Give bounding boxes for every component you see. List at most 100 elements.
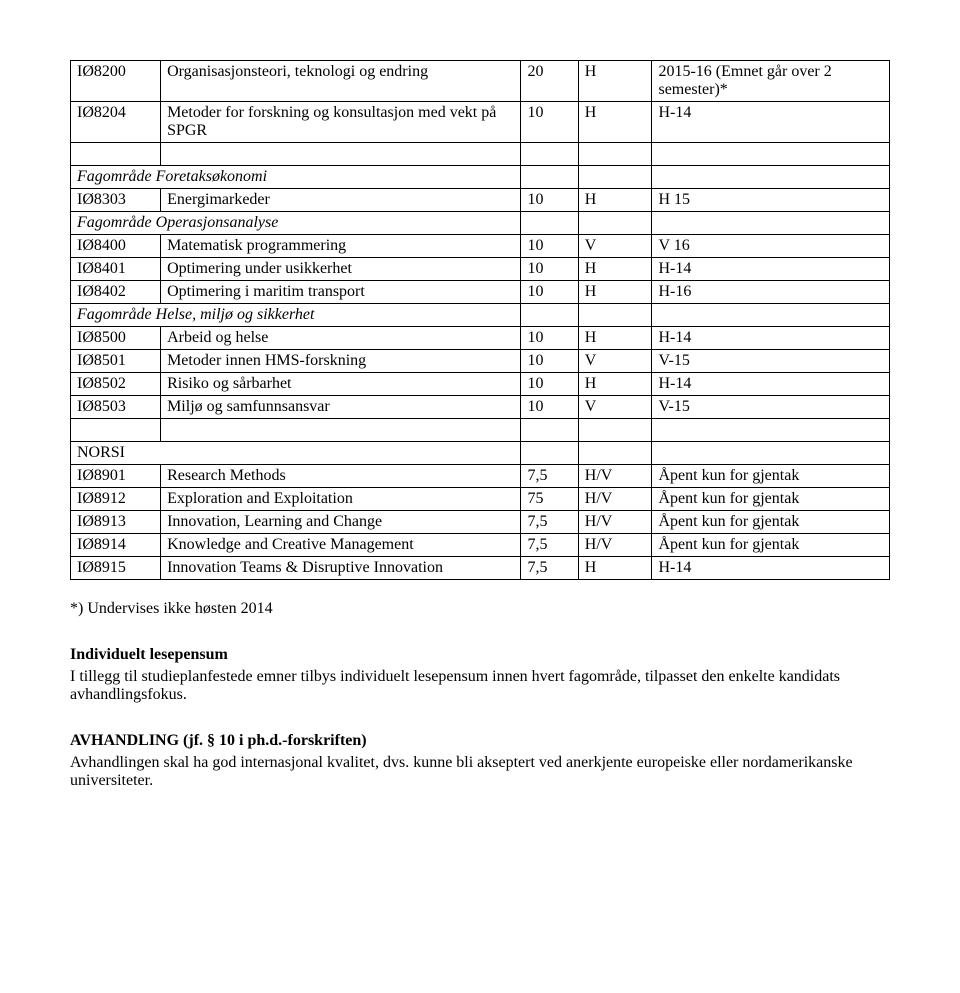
empty-cell — [521, 304, 578, 327]
course-title: Metoder innen HMS-forskning — [161, 350, 521, 373]
table-row: IØ8200Organisasjonsteori, teknologi og e… — [71, 61, 890, 102]
course-note: Åpent kun for gjentak — [652, 488, 890, 511]
course-note: H-14 — [652, 373, 890, 396]
course-title: Metoder for forskning og konsultasjon me… — [161, 102, 521, 143]
empty-cell — [578, 442, 652, 465]
table-row: IØ8914Knowledge and Creative Management7… — [71, 534, 890, 557]
table-row: IØ8500Arbeid og helse10HH-14 — [71, 327, 890, 350]
empty-cell — [521, 419, 578, 442]
course-note: H-14 — [652, 557, 890, 580]
course-note: H-14 — [652, 327, 890, 350]
course-points: 10 — [521, 258, 578, 281]
individual-heading: Individuelt lesepensum — [70, 646, 228, 663]
course-code: IØ8400 — [71, 235, 161, 258]
empty-cell — [161, 143, 521, 166]
table-row: IØ8303Energimarkeder10HH 15 — [71, 189, 890, 212]
course-note: Åpent kun for gjentak — [652, 511, 890, 534]
course-code: IØ8303 — [71, 189, 161, 212]
course-note: Åpent kun for gjentak — [652, 534, 890, 557]
course-code: IØ8915 — [71, 557, 161, 580]
course-code: IØ8402 — [71, 281, 161, 304]
course-points: 10 — [521, 235, 578, 258]
empty-cell — [652, 166, 890, 189]
course-points: 7,5 — [521, 465, 578, 488]
course-title: Optimering under usikkerhet — [161, 258, 521, 281]
course-points: 7,5 — [521, 557, 578, 580]
empty-cell — [578, 304, 652, 327]
empty-cell — [578, 419, 652, 442]
table-row: NORSI — [71, 442, 890, 465]
course-code: IØ8500 — [71, 327, 161, 350]
course-points: 10 — [521, 396, 578, 419]
empty-cell — [521, 143, 578, 166]
course-note: V 16 — [652, 235, 890, 258]
table-row: Fagområde Foretaksøkonomi — [71, 166, 890, 189]
course-semester: H — [578, 102, 652, 143]
course-title: Energimarkeder — [161, 189, 521, 212]
empty-cell — [652, 143, 890, 166]
empty-cell — [71, 419, 161, 442]
table-row: IØ8401Optimering under usikkerhet10HH-14 — [71, 258, 890, 281]
table-row: IØ8502Risiko og sårbarhet10HH-14 — [71, 373, 890, 396]
table-row: Fagområde Operasjonsanalyse — [71, 212, 890, 235]
section-heading: Fagområde Helse, miljø og sikkerhet — [71, 304, 521, 327]
empty-cell — [652, 442, 890, 465]
empty-cell — [161, 419, 521, 442]
table-row — [71, 419, 890, 442]
course-table: IØ8200Organisasjonsteori, teknologi og e… — [70, 60, 890, 580]
table-row: IØ8402Optimering i maritim transport10HH… — [71, 281, 890, 304]
footnote-text: *) Undervises ikke høsten 2014 — [70, 600, 890, 618]
table-row: IØ8913Innovation, Learning and Change7,5… — [71, 511, 890, 534]
course-title: Arbeid og helse — [161, 327, 521, 350]
course-points: 10 — [521, 102, 578, 143]
individual-section: Individuelt lesepensum I tillegg til stu… — [70, 646, 890, 704]
course-title: Research Methods — [161, 465, 521, 488]
course-code: IØ8503 — [71, 396, 161, 419]
course-title: Exploration and Exploitation — [161, 488, 521, 511]
table-row: IØ8204Metoder for forskning og konsultas… — [71, 102, 890, 143]
empty-cell — [71, 143, 161, 166]
course-points: 7,5 — [521, 534, 578, 557]
table-row: Fagområde Helse, miljø og sikkerhet — [71, 304, 890, 327]
empty-cell — [578, 143, 652, 166]
course-points: 20 — [521, 61, 578, 102]
course-note: H-14 — [652, 258, 890, 281]
course-semester: H — [578, 327, 652, 350]
course-note: H 15 — [652, 189, 890, 212]
course-title: Risiko og sårbarhet — [161, 373, 521, 396]
empty-cell — [578, 212, 652, 235]
course-semester: H — [578, 61, 652, 102]
empty-cell — [521, 442, 578, 465]
table-row — [71, 143, 890, 166]
avhandling-body: Avhandlingen skal ha god internasjonal k… — [70, 754, 890, 790]
course-semester: H/V — [578, 511, 652, 534]
section-heading: Fagområde Operasjonsanalyse — [71, 212, 521, 235]
course-code: IØ8912 — [71, 488, 161, 511]
course-points: 10 — [521, 327, 578, 350]
avhandling-section: AVHANDLING (jf. § 10 i ph.d.-forskriften… — [70, 732, 890, 790]
course-code: IØ8501 — [71, 350, 161, 373]
course-note: V-15 — [652, 350, 890, 373]
course-semester: H — [578, 281, 652, 304]
individual-body: I tillegg til studieplanfestede emner ti… — [70, 668, 890, 704]
course-semester: V — [578, 235, 652, 258]
section-heading: Fagområde Foretaksøkonomi — [71, 166, 521, 189]
course-semester: H/V — [578, 488, 652, 511]
course-note: H-16 — [652, 281, 890, 304]
avhandling-heading: AVHANDLING (jf. § 10 i ph.d.-forskriften… — [70, 732, 367, 749]
course-code: IØ8914 — [71, 534, 161, 557]
course-note: H-14 — [652, 102, 890, 143]
empty-cell — [652, 212, 890, 235]
table-row: IØ8912Exploration and Exploitation75H/VÅ… — [71, 488, 890, 511]
course-title: Innovation, Learning and Change — [161, 511, 521, 534]
course-points: 7,5 — [521, 511, 578, 534]
empty-cell — [652, 419, 890, 442]
course-title: Knowledge and Creative Management — [161, 534, 521, 557]
course-code: IØ8200 — [71, 61, 161, 102]
course-title: Miljø og samfunnsansvar — [161, 396, 521, 419]
course-title: Innovation Teams & Disruptive Innovation — [161, 557, 521, 580]
course-note: V-15 — [652, 396, 890, 419]
course-points: 75 — [521, 488, 578, 511]
course-points: 10 — [521, 189, 578, 212]
course-semester: H — [578, 557, 652, 580]
